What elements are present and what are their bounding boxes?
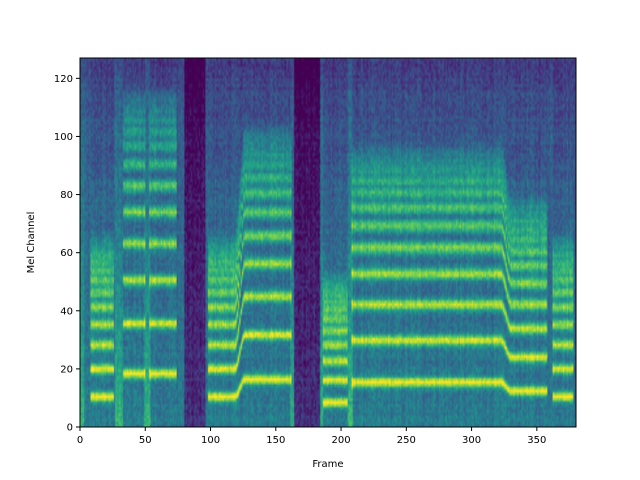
x-tick-label: 300 <box>462 435 481 446</box>
x-tick-label: 100 <box>201 435 220 446</box>
x-tick-label: 0 <box>77 435 83 446</box>
x-tick-label: 150 <box>266 435 285 446</box>
x-axis-label: Frame <box>312 459 343 470</box>
x-tick-label: 250 <box>397 435 416 446</box>
y-tick-label: 20 <box>60 364 73 375</box>
y-tick-label: 60 <box>60 248 73 259</box>
x-tick-label: 50 <box>139 435 152 446</box>
y-axis-ticks: 0 20 40 60 80 100 120 <box>54 74 80 434</box>
y-tick-label: 40 <box>60 306 73 317</box>
x-tick-label: 350 <box>527 435 546 446</box>
y-axis-label: Mel Channel <box>26 212 37 274</box>
heatmap-image <box>80 58 576 427</box>
y-tick-label: 100 <box>54 132 73 143</box>
x-tick-label: 200 <box>332 435 351 446</box>
y-tick-label: 120 <box>54 74 73 85</box>
y-tick-label: 0 <box>67 423 73 434</box>
x-axis-ticks: 0 50 100 150 200 250 300 350 <box>77 427 546 446</box>
y-tick-label: 80 <box>60 190 73 201</box>
plot-frame <box>79 57 577 428</box>
plot-area <box>79 57 577 428</box>
